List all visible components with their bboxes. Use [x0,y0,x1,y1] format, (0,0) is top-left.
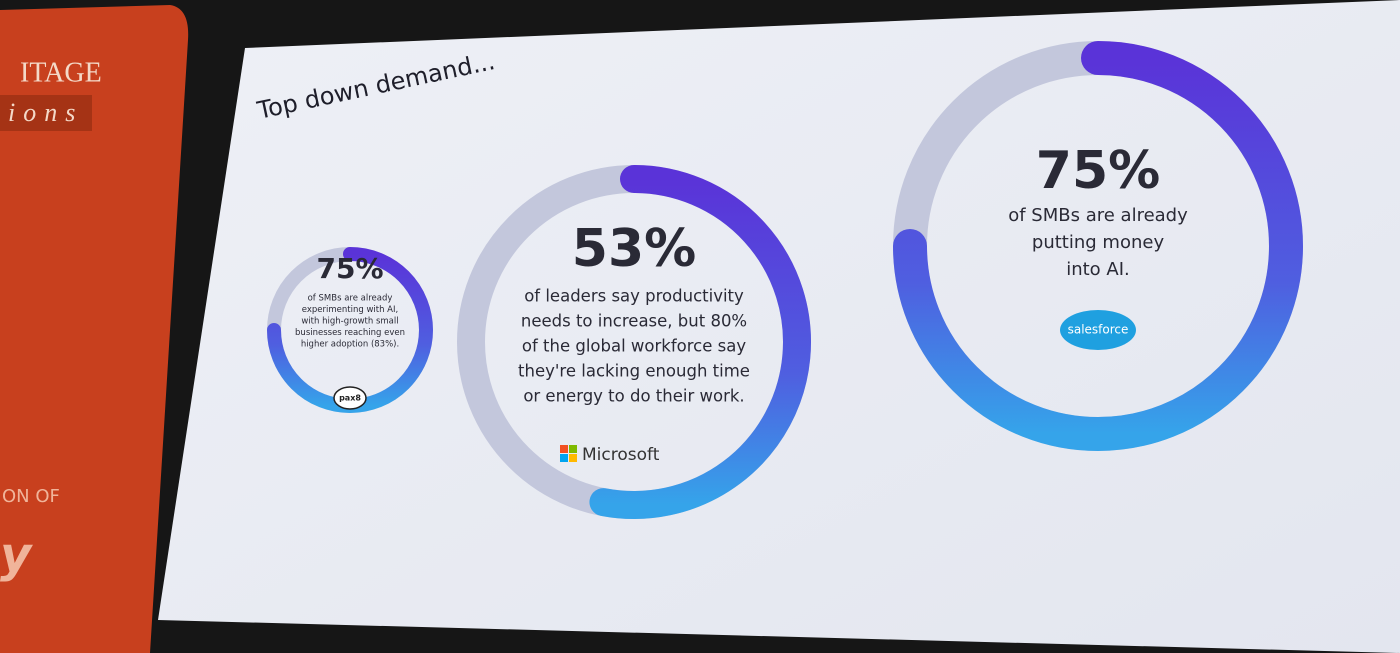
stat-description: or energy to do their work. [523,387,744,406]
source-logo: Microsoft [582,445,660,465]
stat-description: of SMBs are already [1008,205,1188,226]
ring-progress [589,165,811,519]
stat-description: needs to increase, but 80% [521,312,747,331]
source-logo: pax8 [339,394,361,403]
logo-badge [333,386,367,410]
stat-description: of leaders say productivity [524,287,744,306]
ring-progress [267,247,433,413]
banner [0,5,189,653]
ring-progress [893,41,1303,451]
slide [158,0,1400,653]
banner-text: ON OF [2,486,60,507]
stat-percent: 75% [316,252,383,285]
logo-square [569,454,577,462]
stat-description: into AI. [1066,259,1130,280]
stat-description: businesses reaching even [295,328,405,338]
stat-description: experimenting with AI, [302,305,398,315]
logo-badge [1060,310,1136,350]
banner-band [0,95,92,131]
stat-percent: 53% [572,219,696,279]
stat-percent: 75% [1036,141,1160,201]
stat-description: of the global workforce say [522,337,746,356]
banner-text: ITAGE [20,57,102,88]
logo-square [560,445,568,453]
stat-description: higher adoption (83%). [301,340,399,350]
banner-text: ions [8,98,83,127]
stat-description: with high-growth small [301,317,398,327]
source-logo: salesforce [1068,323,1129,337]
banner-text: y [0,527,33,583]
stat-description: of SMBs are already [308,294,393,304]
stat-description: they're lacking enough time [518,362,750,381]
logo-square [569,445,577,453]
logo-square [560,454,568,462]
stat-description: putting money [1032,232,1165,253]
